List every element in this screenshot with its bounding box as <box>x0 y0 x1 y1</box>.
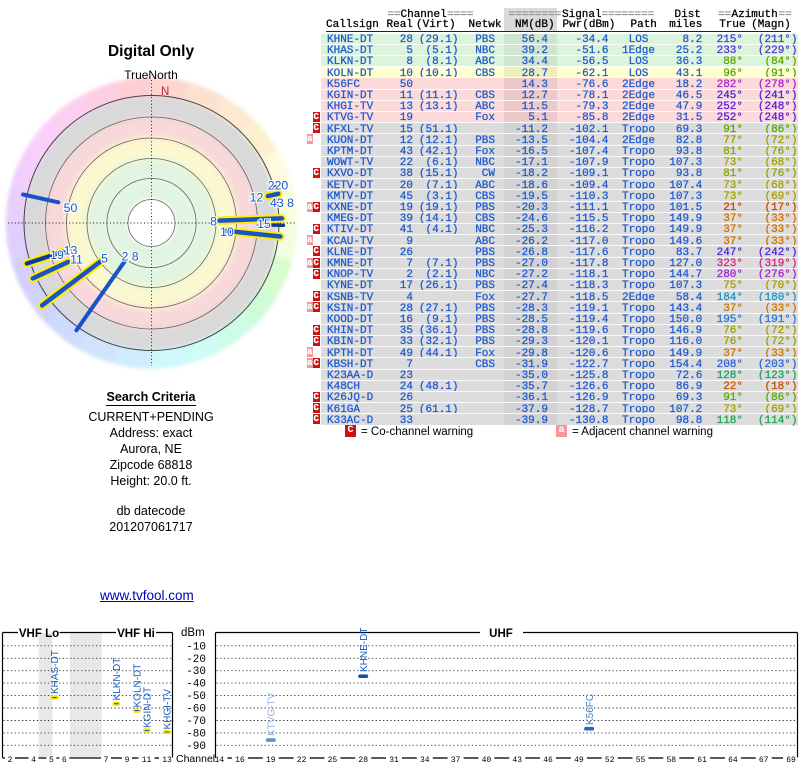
svg-text:46: 46 <box>543 756 553 765</box>
svg-text:61: 61 <box>697 756 707 765</box>
svg-text:KLKN-DT: KLKN-DT <box>112 658 123 701</box>
svg-text:2: 2 <box>8 756 13 765</box>
svg-text:16: 16 <box>235 756 245 765</box>
svg-text:31: 31 <box>389 756 399 765</box>
svg-text:dBm: dBm <box>181 627 205 639</box>
svg-text:-70: -70 <box>186 716 206 728</box>
svg-text:Channel: Channel <box>176 753 215 765</box>
svg-text:KGIN-DT: KGIN-DT <box>143 687 154 728</box>
svg-text:VHF Lo: VHF Lo <box>19 628 59 640</box>
svg-text:2 8: 2 8 <box>121 249 138 263</box>
svg-text:49: 49 <box>574 756 584 765</box>
svg-text:6: 6 <box>62 756 67 765</box>
svg-text:KOLN-DT: KOLN-DT <box>133 664 144 708</box>
svg-text:43: 43 <box>512 756 522 765</box>
svg-text:67: 67 <box>759 756 769 765</box>
svg-text:12: 12 <box>250 190 264 204</box>
svg-text:4: 4 <box>31 756 36 765</box>
svg-text:-60: -60 <box>186 704 206 716</box>
svg-text:50: 50 <box>64 201 78 215</box>
svg-text:-40: -40 <box>186 679 206 691</box>
svg-text:-30: -30 <box>186 666 206 678</box>
svg-text:40: 40 <box>482 756 492 765</box>
svg-text:13: 13 <box>64 243 78 257</box>
svg-text:-10: -10 <box>186 641 206 653</box>
svg-text:-90: -90 <box>186 741 206 753</box>
svg-text:11: 11 <box>70 252 83 266</box>
svg-text:UHF: UHF <box>489 628 513 640</box>
svg-text:37: 37 <box>451 756 461 765</box>
svg-text:K56FC: K56FC <box>585 694 596 725</box>
svg-text:14: 14 <box>215 756 225 765</box>
svg-text:52: 52 <box>605 756 615 765</box>
svg-text:28: 28 <box>358 756 368 765</box>
svg-text:KHAS-DT: KHAS-DT <box>50 650 61 694</box>
svg-text:5: 5 <box>49 756 54 765</box>
svg-text:10: 10 <box>220 225 234 239</box>
svg-text:43 8: 43 8 <box>270 196 294 210</box>
svg-text:25: 25 <box>328 756 338 765</box>
svg-text:8: 8 <box>210 214 217 228</box>
svg-text:55: 55 <box>636 756 646 765</box>
svg-text:VHF Hi: VHF Hi <box>117 628 155 640</box>
svg-text:7: 7 <box>104 756 109 765</box>
svg-text:13: 13 <box>162 756 172 765</box>
svg-text:22: 22 <box>297 756 307 765</box>
svg-text:58: 58 <box>666 756 676 765</box>
svg-text:19: 19 <box>266 756 276 765</box>
svg-text:11: 11 <box>142 756 152 765</box>
svg-text:-20: -20 <box>186 654 206 666</box>
svg-text:KHGI-TV: KHGI-TV <box>163 689 174 730</box>
svg-text:220: 220 <box>268 178 289 192</box>
svg-text:19: 19 <box>50 248 64 262</box>
svg-text:15: 15 <box>257 217 271 231</box>
svg-text:-50: -50 <box>186 691 206 703</box>
svg-text:5: 5 <box>101 251 108 265</box>
svg-text:34: 34 <box>420 756 430 765</box>
svg-text:KHNE-DT: KHNE-DT <box>359 628 370 672</box>
svg-text:69: 69 <box>786 756 796 765</box>
svg-text:KTVG-TV: KTVG-TV <box>267 692 278 736</box>
svg-text:-80: -80 <box>186 728 206 740</box>
svg-text:9: 9 <box>125 756 130 765</box>
svg-text:64: 64 <box>728 756 738 765</box>
